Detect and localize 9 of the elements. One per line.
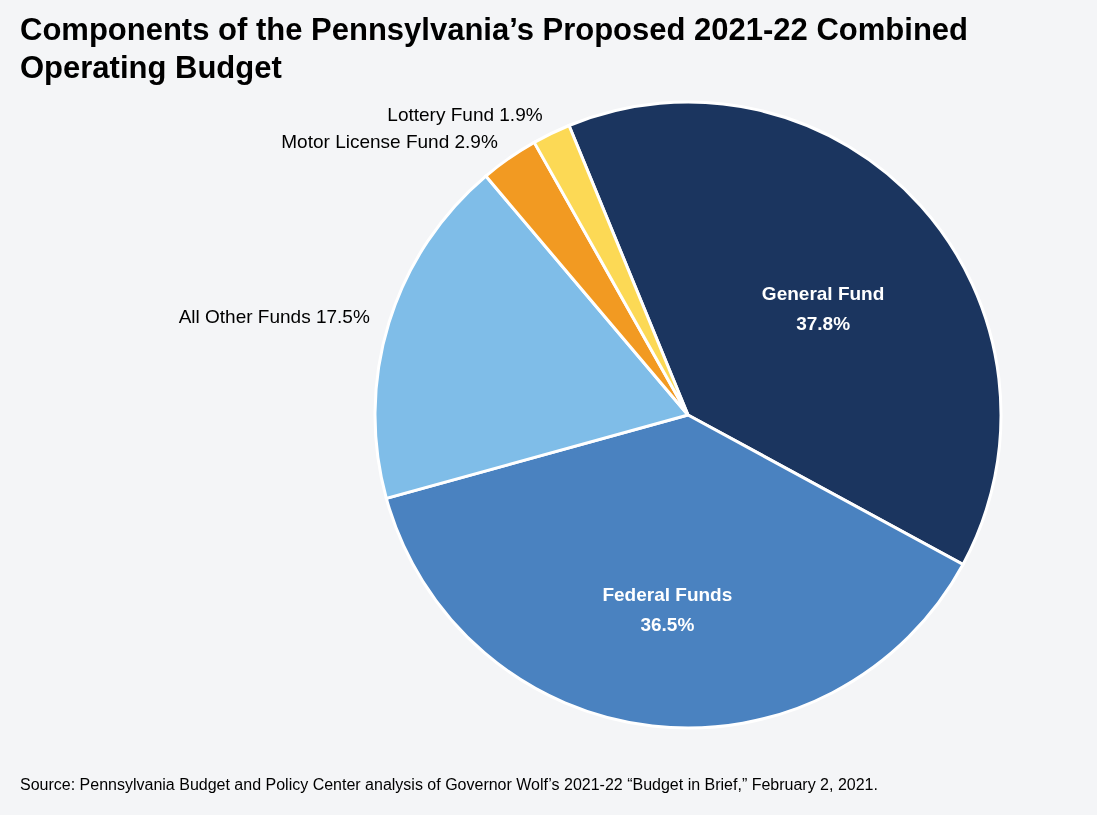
data-label: 36.5% xyxy=(640,614,695,636)
source-note: Source: Pennsylvania Budget and Policy Center analysis of Governor Wolf’s 2021-22 “Budget in Brief,” February 2, 2021. xyxy=(20,776,878,793)
slice-label: Federal Funds xyxy=(602,584,733,606)
slice-label: All Other Funds 17.5% xyxy=(178,305,370,327)
slice-label: Motor License Fund 2.9% xyxy=(281,130,498,152)
slice-label: General Fund xyxy=(761,282,885,304)
data-label: 37.8% xyxy=(796,312,851,334)
slice-label: Lottery Fund 1.9% xyxy=(387,104,543,126)
chart-title: Components of the Pennsylvania’s Proposed 2021-22 Combined Operating Budget xyxy=(20,12,969,85)
